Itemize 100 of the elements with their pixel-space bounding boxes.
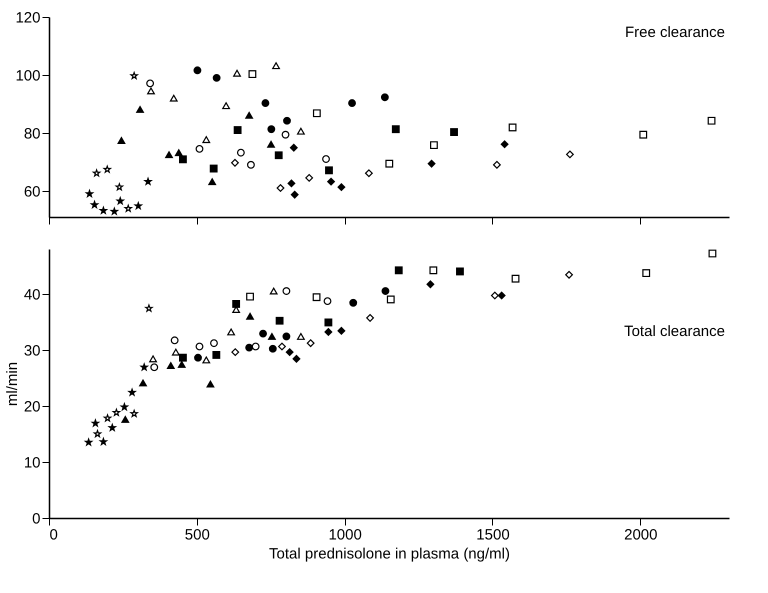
point <box>134 202 142 210</box>
point <box>236 148 245 157</box>
point <box>227 328 236 336</box>
point <box>512 274 520 283</box>
point <box>290 144 298 152</box>
point <box>268 344 277 353</box>
point <box>382 287 390 295</box>
point <box>272 62 280 70</box>
y-tick-label: 10 <box>24 454 40 472</box>
y-tick-label: 100 <box>15 67 40 84</box>
x-tick-label: 2000 <box>624 526 658 544</box>
point <box>262 99 270 107</box>
point <box>245 112 254 119</box>
point <box>366 314 374 322</box>
point <box>306 339 315 348</box>
point <box>708 116 716 125</box>
point <box>385 160 394 168</box>
point <box>492 160 501 169</box>
point <box>337 326 346 335</box>
point <box>212 74 221 82</box>
point <box>130 72 138 80</box>
y-tick-label: 60 <box>24 183 40 200</box>
point <box>322 155 330 163</box>
point <box>639 130 648 139</box>
x-axis-title: Total prednisolone in plasma (ng/ml) <box>269 546 510 562</box>
point <box>324 328 332 336</box>
point <box>166 362 175 370</box>
point <box>147 87 155 94</box>
point <box>246 292 254 301</box>
point <box>146 79 154 88</box>
point <box>121 416 130 423</box>
point <box>498 292 506 300</box>
point <box>232 300 240 308</box>
point <box>136 106 144 113</box>
point <box>364 169 373 178</box>
point <box>202 136 210 144</box>
point <box>282 332 290 340</box>
point <box>283 116 291 125</box>
point <box>282 287 290 295</box>
point <box>84 438 92 446</box>
point <box>288 179 296 188</box>
point <box>270 288 278 295</box>
point <box>508 124 516 132</box>
point <box>290 190 299 199</box>
point <box>92 169 100 177</box>
point <box>210 164 218 173</box>
y-tick-label: 30 <box>24 342 40 360</box>
point <box>172 348 180 356</box>
point <box>324 318 332 326</box>
point <box>429 266 438 274</box>
point <box>128 388 136 396</box>
point <box>349 298 358 307</box>
point <box>325 166 333 174</box>
y-tick-label: 80 <box>24 125 40 142</box>
point <box>282 130 290 139</box>
point <box>426 280 434 288</box>
point <box>145 304 153 312</box>
point <box>500 140 509 148</box>
point <box>324 297 332 306</box>
point <box>267 125 276 134</box>
point <box>206 380 214 388</box>
point <box>210 339 218 348</box>
point <box>165 151 173 158</box>
point <box>276 184 284 192</box>
point <box>394 266 403 274</box>
point <box>450 128 458 136</box>
point <box>179 155 187 164</box>
point <box>327 178 335 186</box>
point <box>202 356 210 364</box>
point <box>642 269 650 278</box>
point <box>208 178 216 186</box>
point <box>296 332 305 340</box>
x-tick-label: 1000 <box>328 526 362 544</box>
point <box>312 109 321 118</box>
point <box>456 268 464 276</box>
point <box>178 360 186 368</box>
point <box>428 160 436 168</box>
point <box>233 70 241 77</box>
point <box>174 149 183 156</box>
point <box>286 348 294 356</box>
point <box>130 410 138 418</box>
point <box>144 178 152 185</box>
point <box>259 330 267 338</box>
point <box>170 336 179 344</box>
point <box>386 296 395 304</box>
point <box>140 363 148 371</box>
point <box>312 293 320 302</box>
point <box>278 342 286 350</box>
point <box>100 438 108 446</box>
point <box>92 419 100 427</box>
point <box>86 190 94 198</box>
point <box>566 150 574 158</box>
point <box>118 137 126 144</box>
point <box>248 70 256 78</box>
x-tick-label: 500 <box>184 526 210 544</box>
point <box>430 141 438 150</box>
point <box>337 183 346 192</box>
point <box>708 250 716 258</box>
point <box>150 363 158 372</box>
point <box>276 316 284 325</box>
